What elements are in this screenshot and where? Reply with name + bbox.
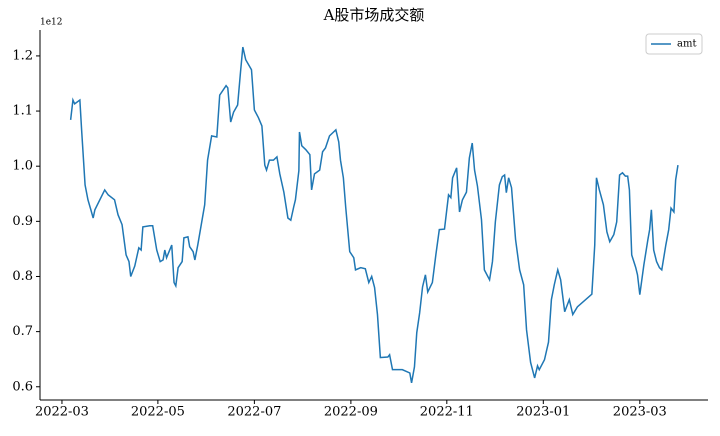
x-tick-label: 2022-05 — [131, 405, 185, 420]
y-tick-label: 0.9 — [12, 214, 33, 229]
x-tick-label: 2023-03 — [613, 405, 667, 420]
y-tick-label: 1.1 — [12, 104, 33, 119]
legend-label: amt — [677, 39, 696, 50]
y-tick-label: 0.7 — [12, 324, 33, 339]
x-tick-label: 2022-07 — [227, 405, 281, 420]
y-tick-label: 0.8 — [12, 269, 33, 284]
x-tick-label: 2022-09 — [324, 405, 378, 420]
y-offset-label: 1e12 — [40, 18, 63, 28]
legend-box — [645, 33, 703, 55]
y-tick-label: 0.6 — [12, 379, 33, 394]
y-tick-label: 1.2 — [12, 48, 33, 63]
x-tick-label: 2022-11 — [420, 405, 474, 420]
chart-title: A股市场成交额 — [323, 6, 425, 24]
x-tick-label: 2023-01 — [516, 405, 570, 420]
line — [69, 46, 679, 384]
y-tick-label: 1.0 — [12, 159, 33, 174]
x-tick-label: 2022-03 — [35, 405, 89, 420]
